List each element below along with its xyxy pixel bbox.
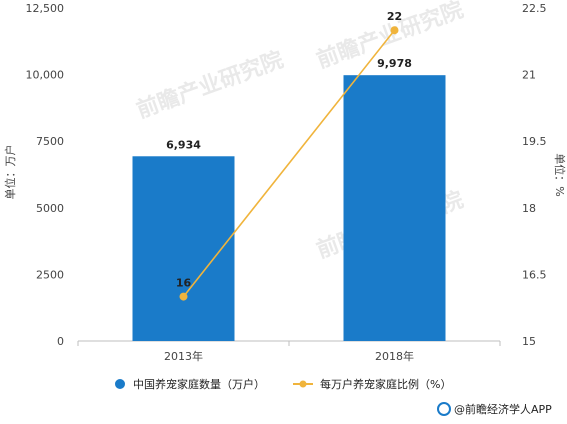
line-path xyxy=(182,29,396,298)
y-right-tick-label: 21 xyxy=(522,69,536,82)
y-left-tick-label: 2500 xyxy=(36,268,64,281)
y-right-tick-label: 18 xyxy=(522,202,536,215)
data-labels: 6,934 9,978 16 22 xyxy=(166,10,412,289)
legend-line-label: 每万户养宠家庭比例（%） xyxy=(320,377,451,391)
bar xyxy=(132,156,235,341)
y-right-tick-label: 22.5 xyxy=(522,2,547,15)
line-value-label: 22 xyxy=(387,10,402,23)
x-tick-label: 2013年 xyxy=(164,349,203,363)
axes: 2013年 2018年 0 2500 5000 7500 10,000 12,500 15 16.… xyxy=(26,2,547,363)
logo-icon xyxy=(437,402,451,416)
y-left-tick-label: 10,000 xyxy=(26,69,65,82)
line-series xyxy=(179,26,399,301)
legend-line-marker xyxy=(299,380,307,388)
credit-text: @前瞻经济学人APP xyxy=(454,402,552,416)
legend-bar-marker xyxy=(115,379,125,389)
watermark: 前瞻产业研究院 xyxy=(133,47,287,124)
y-left-tick-label: 0 xyxy=(57,335,64,348)
y-right-tick-label: 16.5 xyxy=(522,268,547,281)
y-left-tick-label: 5000 xyxy=(36,202,64,215)
credit: @前瞻经济学人APP xyxy=(437,402,552,416)
bar-value-label: 6,934 xyxy=(166,138,201,151)
y-right-title: 单位：% xyxy=(553,153,567,196)
y-left-title: 单位：万户 xyxy=(3,145,17,200)
line-point xyxy=(390,26,399,35)
y-left-tick-label: 7500 xyxy=(36,135,64,148)
x-tick-label: 2018年 xyxy=(375,349,414,363)
y-right-tick-label: 19.5 xyxy=(522,135,547,148)
y-left-tick-label: 12,500 xyxy=(26,2,65,15)
line-point xyxy=(179,292,188,301)
bar-value-label: 9,978 xyxy=(377,57,412,70)
line-value-label: 16 xyxy=(176,277,192,290)
bars xyxy=(132,75,446,341)
y-right-tick-label: 15 xyxy=(522,335,536,348)
legend: 中国养宠家庭数量（万户） 每万户养宠家庭比例（%） xyxy=(115,377,451,391)
bar xyxy=(343,75,446,341)
legend-bar-label: 中国养宠家庭数量（万户） xyxy=(133,377,265,391)
